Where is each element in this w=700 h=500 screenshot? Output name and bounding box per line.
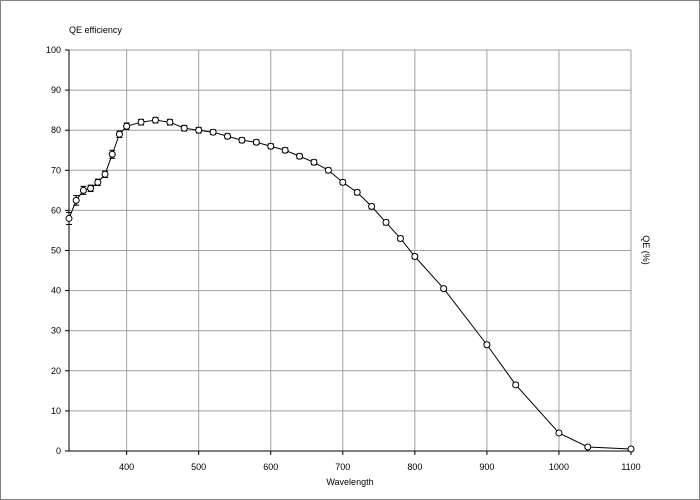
data-point — [79, 186, 87, 194]
data-point — [555, 429, 563, 437]
data-point — [65, 214, 73, 222]
x-tick-label: 1000 — [549, 462, 569, 472]
x-tick-label: 500 — [191, 462, 206, 472]
data-point — [115, 130, 123, 138]
data-point — [281, 146, 289, 154]
data-point — [180, 124, 188, 132]
data-point — [368, 202, 376, 210]
data-point — [108, 150, 116, 158]
y-tick-label: 90 — [51, 85, 61, 95]
data-point — [382, 218, 390, 226]
x-tick-label: 600 — [263, 462, 278, 472]
y-tick-label: 30 — [51, 326, 61, 336]
data-point — [195, 126, 203, 134]
y-tick-label: 0 — [56, 446, 61, 456]
data-point — [310, 158, 318, 166]
data-point — [411, 253, 419, 261]
data-point — [512, 381, 520, 389]
data-point — [137, 118, 145, 126]
data-point — [324, 166, 332, 174]
data-point — [440, 285, 448, 293]
y-tick-label: 100 — [46, 45, 61, 55]
data-point — [584, 443, 592, 451]
series-qe — [65, 116, 635, 453]
grid — [69, 49, 632, 451]
data-point — [483, 341, 491, 349]
data-point — [151, 116, 159, 124]
data-point — [396, 234, 404, 242]
data-point — [209, 128, 217, 136]
data-point — [123, 122, 131, 130]
x-tick-label: 1100 — [621, 462, 640, 472]
y-tick-label: 60 — [51, 205, 61, 215]
y-tick-label: 10 — [51, 406, 61, 416]
y-tick-label: 80 — [51, 125, 61, 135]
data-point — [87, 184, 95, 192]
x-tick-label: 800 — [407, 462, 422, 472]
x-tick-label: 900 — [479, 462, 494, 472]
data-point — [339, 178, 347, 186]
y-tick-label: 20 — [51, 366, 61, 376]
x-tick-label: 400 — [119, 462, 134, 472]
data-point — [252, 138, 260, 146]
x-tick-label: 700 — [335, 462, 350, 472]
data-point — [267, 142, 275, 150]
data-point — [353, 188, 361, 196]
tick-labels: 0 10 20 30 40 50 60 70 80 90 100 400 500 600 700 800 900… — [46, 45, 641, 472]
data-point — [296, 152, 304, 160]
chart-title: QE efficiency — [69, 25, 122, 35]
x-axis-label: Wavelength — [326, 477, 373, 487]
series-line — [68, 119, 632, 450]
data-point — [238, 136, 246, 144]
y-axis-label: QE (%) — [641, 235, 651, 265]
axes — [65, 49, 632, 455]
y-tick-label: 50 — [51, 246, 61, 256]
data-point — [94, 178, 102, 186]
y-tick-label: 40 — [51, 286, 61, 296]
data-point — [627, 445, 635, 453]
data-point — [101, 170, 109, 178]
data-point — [224, 132, 232, 140]
y-tick-label: 70 — [51, 165, 61, 175]
data-point — [166, 118, 174, 126]
data-point — [72, 196, 80, 204]
